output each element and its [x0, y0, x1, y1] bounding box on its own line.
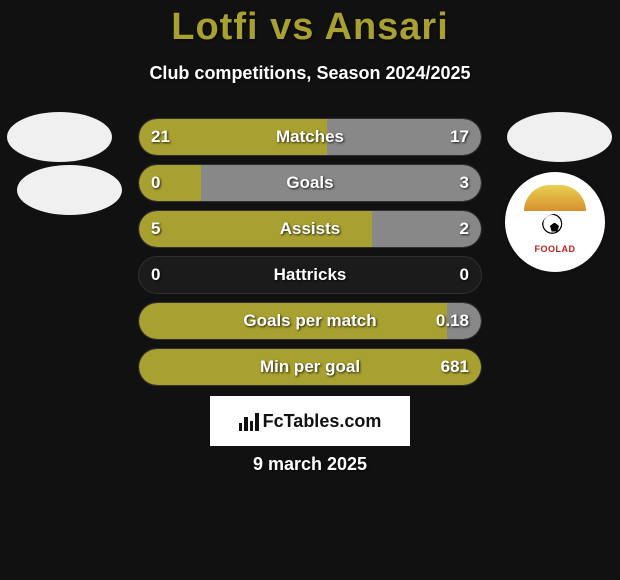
stat-label: Goals per match	[139, 303, 481, 339]
stat-label: Assists	[139, 211, 481, 247]
club-logo-text: FOOLAD	[535, 244, 576, 254]
club-logo-shield-icon	[524, 185, 586, 211]
stat-row-min-per-goal: Min per goal 681	[138, 348, 482, 386]
stat-row-goals: 0 Goals 3	[138, 164, 482, 202]
stat-value-right: 2	[460, 211, 469, 247]
stat-row-assists: 5 Assists 2	[138, 210, 482, 248]
comparison-bars: 21 Matches 17 0 Goals 3 5 Assists 2 0 Ha…	[138, 118, 482, 394]
page-subtitle: Club competitions, Season 2024/2025	[0, 63, 620, 84]
stat-label: Min per goal	[139, 349, 481, 385]
stat-value-right: 0	[460, 257, 469, 293]
stat-row-hattricks: 0 Hattricks 0	[138, 256, 482, 294]
player1-badge-placeholder-2	[17, 165, 122, 215]
player1-badge-placeholder-1	[7, 112, 112, 162]
player2-badge-placeholder	[507, 112, 612, 162]
stat-label: Goals	[139, 165, 481, 201]
bar-chart-icon	[239, 411, 259, 431]
soccer-ball-icon	[541, 214, 569, 242]
page-title: Lotfi vs Ansari	[0, 0, 620, 49]
stat-row-matches: 21 Matches 17	[138, 118, 482, 156]
stat-value-right: 0.18	[436, 303, 469, 339]
stat-label: Hattricks	[139, 257, 481, 293]
stat-value-right: 681	[441, 349, 469, 385]
stat-label: Matches	[139, 119, 481, 155]
footer-brand-text: FcTables.com	[263, 411, 382, 432]
date-label: 9 march 2025	[0, 454, 620, 475]
footer-brand-logo: FcTables.com	[210, 396, 410, 446]
stat-value-right: 17	[450, 119, 469, 155]
stat-row-goals-per-match: Goals per match 0.18	[138, 302, 482, 340]
stat-value-right: 3	[460, 165, 469, 201]
player2-club-logo: FOOLAD	[505, 172, 605, 272]
